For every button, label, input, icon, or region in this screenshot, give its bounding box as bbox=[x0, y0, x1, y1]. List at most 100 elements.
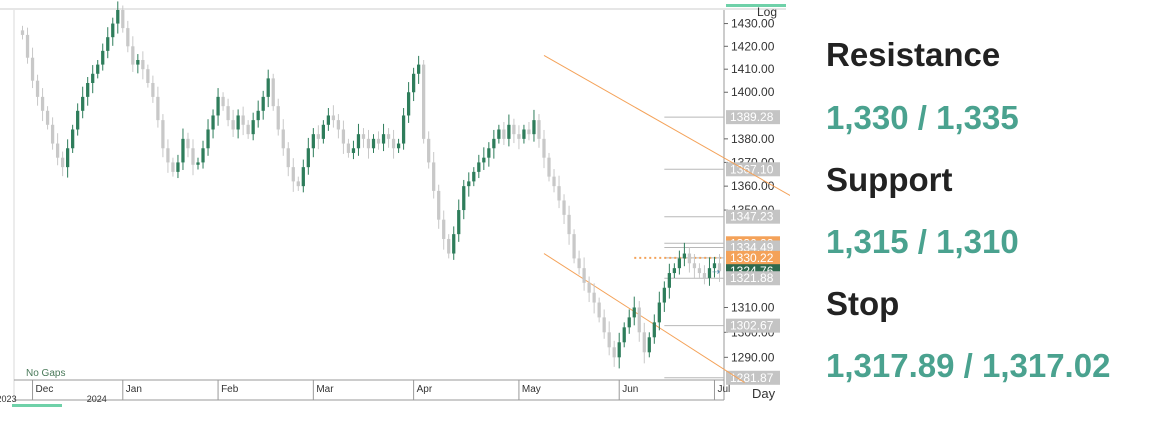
candle-body bbox=[336, 120, 341, 130]
candle-body bbox=[96, 64, 100, 74]
candle-body bbox=[81, 96, 85, 111]
candle-body bbox=[447, 238, 451, 254]
candle-body bbox=[462, 186, 466, 211]
candle-body bbox=[401, 115, 406, 144]
x-tick-label: Jun bbox=[622, 384, 638, 395]
timeframe-label: Day bbox=[752, 386, 776, 401]
candle-body bbox=[231, 120, 235, 130]
candle-body bbox=[406, 92, 411, 116]
candle-body bbox=[151, 83, 155, 97]
level-label: 1321.88 bbox=[730, 271, 774, 285]
candles-group bbox=[20, 1, 722, 369]
candle-body bbox=[617, 342, 621, 358]
candle-body bbox=[512, 124, 516, 135]
candle-body bbox=[707, 268, 712, 278]
teal-accent-bar bbox=[12, 404, 62, 407]
candle-body bbox=[276, 106, 280, 130]
candle-body bbox=[652, 322, 656, 338]
level-label: 1281.87 bbox=[730, 371, 774, 385]
x-tick-label: Jan bbox=[126, 384, 142, 395]
candle-body bbox=[261, 96, 265, 111]
candle-body bbox=[216, 96, 220, 116]
gaps-label: No Gaps bbox=[26, 368, 65, 379]
candle-body bbox=[637, 307, 641, 333]
candle-body bbox=[256, 110, 260, 121]
candle-body bbox=[552, 176, 556, 187]
candle-body bbox=[537, 120, 541, 139]
candle-body bbox=[141, 60, 145, 70]
candle-body bbox=[306, 148, 310, 168]
candle-body bbox=[587, 282, 591, 293]
candle-body bbox=[542, 138, 546, 158]
candle-body bbox=[166, 148, 170, 163]
y-tick-label: 1410.00 bbox=[731, 62, 775, 76]
y-tick-label: 1360.00 bbox=[731, 179, 775, 193]
candle-body bbox=[567, 214, 571, 235]
candle-body bbox=[55, 143, 60, 158]
candle-body bbox=[226, 106, 230, 121]
candle-body bbox=[101, 50, 105, 65]
candle-body bbox=[211, 115, 215, 130]
candle-body bbox=[60, 157, 65, 168]
x-tick-label: Jul bbox=[717, 384, 730, 395]
candle-body bbox=[191, 148, 195, 165]
level-label: 1302.67 bbox=[730, 319, 774, 333]
candle-body bbox=[206, 129, 210, 149]
candle-body bbox=[106, 37, 110, 51]
candle-body bbox=[171, 162, 175, 172]
candle-body bbox=[331, 115, 336, 121]
candle-body bbox=[452, 234, 456, 254]
y-tick-label: 1400.00 bbox=[731, 85, 775, 99]
y-tick-label: 1380.00 bbox=[731, 132, 775, 146]
candle-body bbox=[702, 273, 707, 278]
y-tick-label: 1310.00 bbox=[731, 300, 775, 314]
candle-body bbox=[321, 124, 325, 139]
candle-body bbox=[316, 134, 320, 139]
support-title: Support bbox=[826, 161, 953, 198]
candle-body bbox=[341, 129, 346, 144]
candle-body bbox=[502, 129, 506, 139]
candle-body bbox=[411, 73, 416, 93]
candle-body bbox=[592, 292, 596, 303]
stop-value: 1,317.89 / 1,317.02 bbox=[826, 347, 1111, 384]
candle-body bbox=[201, 148, 205, 163]
candle-body bbox=[477, 162, 481, 172]
level-label-bg bbox=[726, 209, 780, 224]
candle-body bbox=[717, 263, 722, 272]
candle-body bbox=[326, 115, 331, 125]
candle-body bbox=[266, 78, 270, 97]
candle-body bbox=[35, 80, 40, 97]
candle-body bbox=[346, 143, 351, 153]
support-value: 1,315 / 1,310 bbox=[826, 223, 1019, 260]
candle-body bbox=[432, 162, 436, 191]
level-label: 1330.22 bbox=[730, 251, 774, 265]
level-label-bg bbox=[726, 110, 780, 125]
x-tick-year: 2024 bbox=[87, 394, 107, 404]
level-label-bg bbox=[726, 271, 780, 286]
candle-body bbox=[186, 138, 190, 149]
level-label-bg bbox=[726, 250, 780, 265]
level-label-bg bbox=[726, 370, 780, 385]
candle-body bbox=[286, 148, 290, 168]
candle-body bbox=[472, 171, 476, 182]
candle-body bbox=[30, 57, 35, 81]
candle-body bbox=[632, 307, 636, 318]
candle-body bbox=[386, 134, 391, 139]
level-label-bg bbox=[726, 318, 780, 333]
candle-body bbox=[381, 134, 386, 144]
candle-body bbox=[697, 268, 702, 274]
candle-body bbox=[692, 263, 697, 269]
candle-body bbox=[366, 138, 371, 149]
candle-body bbox=[376, 138, 381, 144]
candle-body bbox=[296, 181, 300, 187]
candle-body bbox=[607, 332, 611, 348]
candle-body bbox=[437, 190, 441, 220]
candle-body bbox=[76, 110, 80, 130]
candle-body bbox=[662, 287, 666, 303]
candle-body bbox=[176, 162, 180, 172]
level-label: 1367.10 bbox=[730, 162, 774, 176]
candle-body bbox=[532, 120, 536, 135]
candle-body bbox=[602, 317, 606, 333]
candle-body bbox=[492, 138, 496, 149]
candle-body bbox=[241, 115, 245, 125]
